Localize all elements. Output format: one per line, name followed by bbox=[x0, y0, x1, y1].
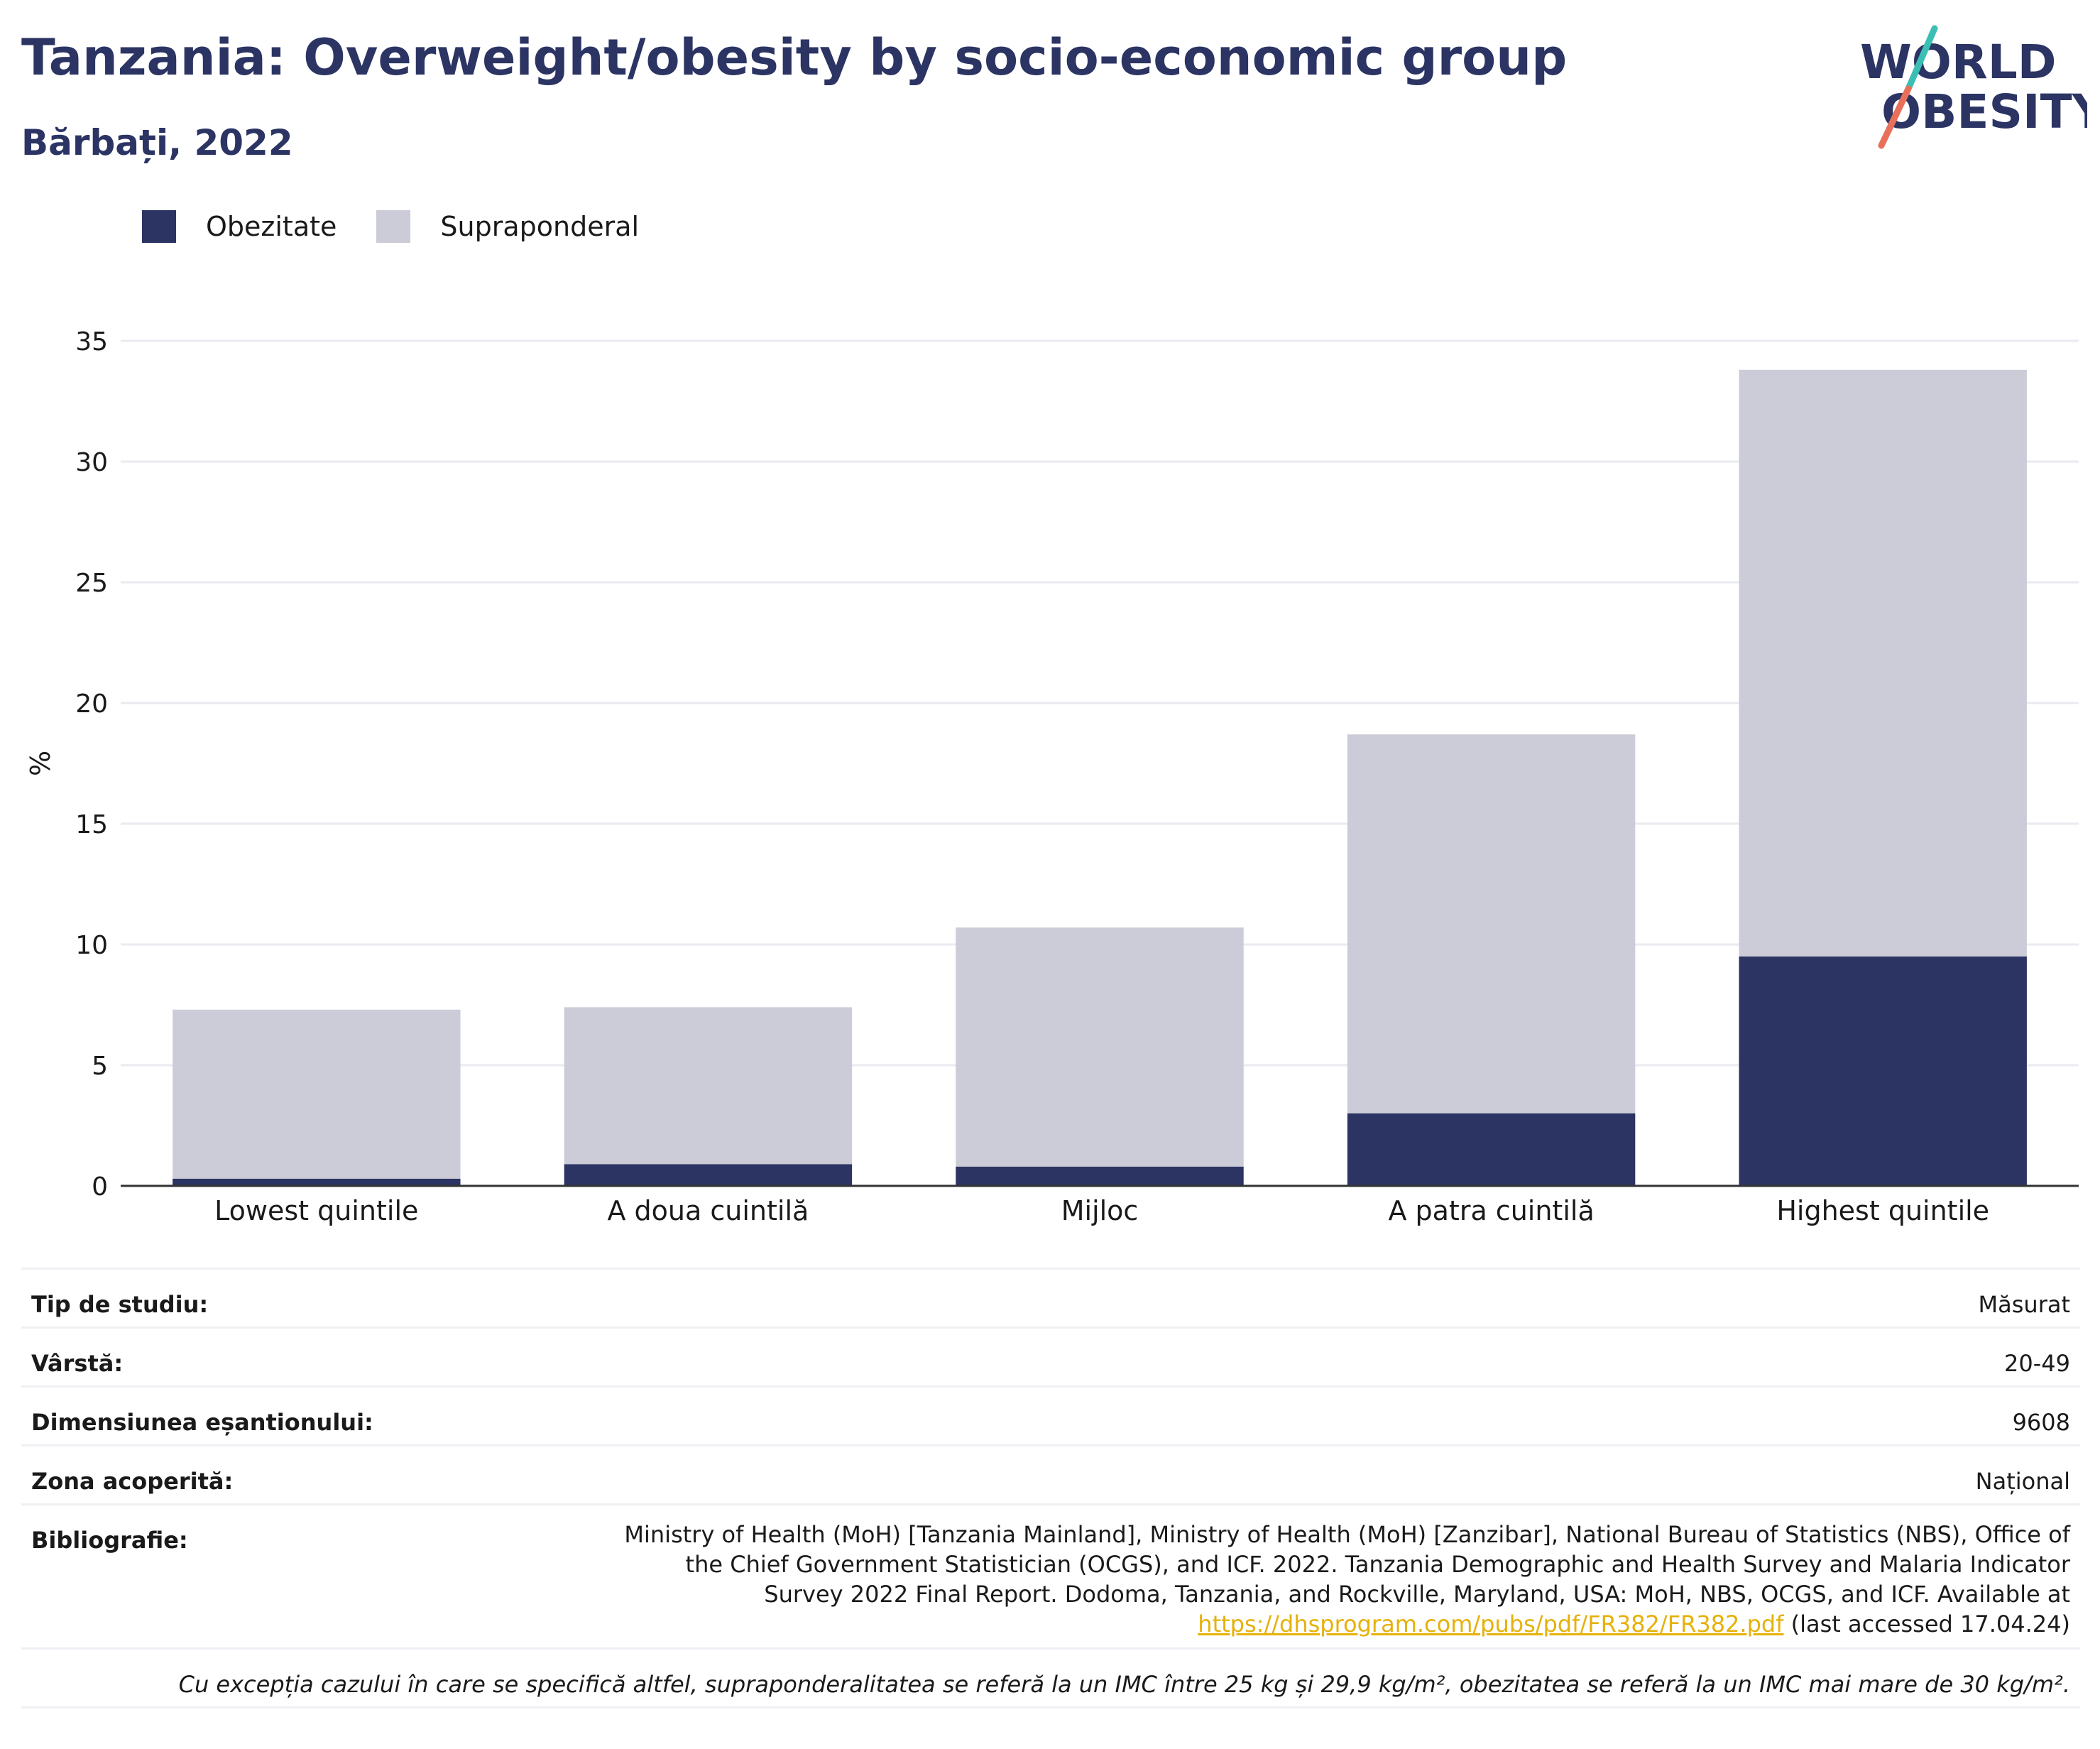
x-tick-label-0: Lowest quintile bbox=[214, 1195, 418, 1226]
bibliography-link[interactable]: https://dhsprogram.com/pubs/pdf/FR382/FR… bbox=[1198, 1611, 1783, 1638]
meta-row-area: Zona acoperită: Național bbox=[21, 1444, 2080, 1503]
bar-obezitate-3 bbox=[1347, 1113, 1635, 1186]
legend-item-obezitate[interactable]: Obezitate bbox=[142, 210, 337, 243]
legend-label-supraponderal: Supraponderal bbox=[440, 211, 639, 242]
y-tick-label-5: 5 bbox=[92, 1052, 108, 1081]
meta-label-age: Vârstă: bbox=[31, 1329, 123, 1377]
bar-supraponderal-3 bbox=[1347, 734, 1635, 1113]
page-subtitle: Bărbați, 2022 bbox=[21, 122, 293, 163]
y-tick-label-0: 0 bbox=[92, 1172, 108, 1202]
bar-supraponderal-2 bbox=[956, 927, 1243, 1167]
bar-supraponderal-4 bbox=[1739, 370, 2026, 957]
meta-value-study-type: Măsurat bbox=[1979, 1270, 2070, 1318]
meta-label-area: Zona acoperită: bbox=[31, 1446, 233, 1495]
meta-label-sample: Dimensiunea eșantionului: bbox=[31, 1388, 373, 1436]
chart-legend: Obezitate Supraponderal bbox=[142, 210, 679, 243]
meta-value-age: 20-49 bbox=[2004, 1329, 2070, 1377]
y-tick-label-20: 20 bbox=[75, 690, 108, 719]
bar-obezitate-1 bbox=[564, 1164, 852, 1186]
y-tick-label-10: 10 bbox=[75, 931, 108, 960]
stacked-bar-chart: 0 5 10 15 20 25 30 35% Lowest quintile A doua cui… bbox=[0, 298, 2100, 1236]
bar-supraponderal-1 bbox=[564, 1007, 852, 1164]
meta-row-bibliography: Bibliografie: Ministry of Health (MoH) [… bbox=[21, 1503, 2080, 1647]
y-tick-label-25: 25 bbox=[75, 569, 108, 598]
legend-label-obezitate: Obezitate bbox=[206, 211, 337, 242]
footnote: Cu excepția cazului în care se specifică… bbox=[179, 1650, 2070, 1698]
bar-obezitate-4 bbox=[1739, 957, 2026, 1186]
y-tick-label-30: 30 bbox=[75, 448, 108, 477]
x-tick-label-3: A patra cuintilă bbox=[1388, 1195, 1594, 1226]
y-tick-label-15: 15 bbox=[75, 810, 108, 839]
logo-word-world: WORLD bbox=[1860, 35, 2057, 89]
meta-value-sample: 9608 bbox=[2013, 1388, 2070, 1436]
legend-swatch-supraponderal bbox=[376, 210, 410, 243]
meta-row-study-type: Tip de studiu: Măsurat bbox=[21, 1268, 2080, 1326]
legend-item-supraponderal[interactable]: Supraponderal bbox=[376, 210, 639, 243]
y-axis-label: % bbox=[25, 751, 56, 776]
bibliography-suffix: (last accessed 17.04.24) bbox=[1791, 1611, 2070, 1638]
metadata-table: Tip de studiu: Măsurat Vârstă: 20-49 Dim… bbox=[21, 1268, 2080, 1709]
meta-row-note: Cu excepția cazului în care se specifică… bbox=[21, 1647, 2080, 1709]
meta-value-area: Național bbox=[1976, 1446, 2070, 1495]
meta-row-age: Vârstă: 20-49 bbox=[21, 1326, 2080, 1385]
meta-label-study-type: Tip de studiu: bbox=[31, 1270, 208, 1318]
x-tick-label-4: Highest quintile bbox=[1776, 1195, 1989, 1226]
x-tick-label-2: Mijloc bbox=[1061, 1195, 1139, 1226]
bar-supraponderal-0 bbox=[173, 1010, 460, 1179]
y-tick-label-35: 35 bbox=[75, 327, 108, 356]
meta-label-bibliography: Bibliografie: bbox=[31, 1505, 188, 1554]
page-title: Tanzania: Overweight/obesity by socio-ec… bbox=[21, 28, 1567, 87]
world-obesity-logo: WORLD OBESITY bbox=[1846, 21, 2087, 149]
meta-row-sample: Dimensiunea eșantionului: 9608 bbox=[21, 1385, 2080, 1444]
bibliography-text: Ministry of Health (MoH) [Tanzania Mainl… bbox=[624, 1521, 2070, 1608]
logo-word-obesity: OBESITY bbox=[1881, 85, 2087, 139]
legend-swatch-obezitate bbox=[142, 210, 176, 243]
meta-value-bibliography: Ministry of Health (MoH) [Tanzania Mainl… bbox=[608, 1505, 2070, 1639]
bar-obezitate-2 bbox=[956, 1167, 1243, 1186]
bar-obezitate-0 bbox=[173, 1179, 460, 1186]
x-tick-label-1: A doua cuintilă bbox=[607, 1195, 809, 1226]
